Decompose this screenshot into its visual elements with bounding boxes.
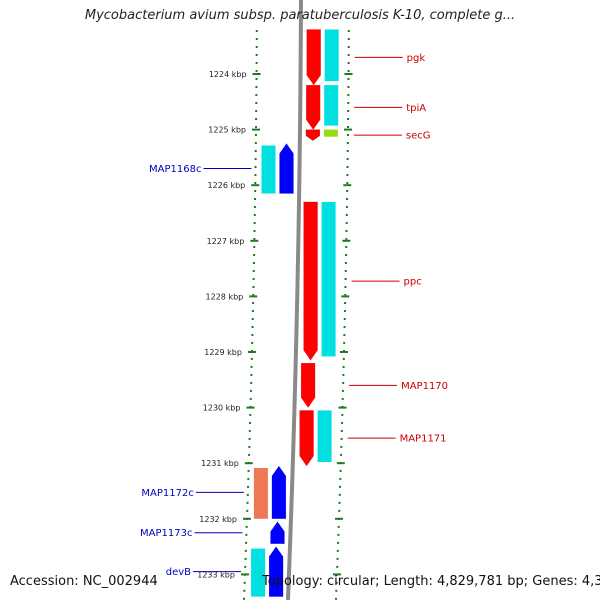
gene-map1172c[interactable]: MAP1172c — [141, 465, 287, 520]
kbp-tick: 1231 kbp — [201, 459, 345, 468]
gene-label[interactable]: pgk — [407, 53, 426, 64]
map-title: Mycobacterium avium subsp. paratuberculo… — [84, 8, 516, 23]
cds-feature — [324, 85, 339, 126]
kbp-tick-label: 1226 kbp — [208, 181, 246, 190]
gene-arrow[interactable] — [303, 201, 318, 361]
topology-label: Topology: circular; Length: 4,829,781 bp… — [262, 574, 600, 589]
kbp-tick: 1229 kbp — [204, 348, 348, 357]
kbp-tick: 1228 kbp — [206, 292, 350, 301]
gene-map1170[interactable]: MAP1170 — [300, 362, 448, 409]
gene-label[interactable]: MAP1172c — [141, 488, 193, 499]
gene-arrow[interactable] — [299, 410, 314, 467]
kbp-tick-label: 1227 kbp — [207, 237, 245, 246]
gene-ppc[interactable]: ppc — [303, 201, 422, 361]
gene-label[interactable]: MAP1171 — [400, 434, 447, 445]
gene-arrow[interactable] — [305, 84, 321, 131]
gene-label[interactable]: ppc — [404, 277, 422, 288]
kbp-tick: 1224 kbp — [209, 70, 353, 79]
kbp-tick: 1225 kbp — [208, 126, 352, 135]
kbp-tick-label: 1231 kbp — [201, 459, 239, 468]
gene-label[interactable]: MAP1173c — [140, 528, 192, 539]
gene-arrow[interactable] — [305, 129, 321, 142]
gene-map1171[interactable]: MAP1171 — [299, 410, 447, 467]
gene-label[interactable]: secG — [406, 131, 431, 142]
kbp-tick-label: 1232 kbp — [199, 515, 237, 524]
gene-arrow[interactable] — [300, 362, 316, 409]
cds-feature — [321, 201, 336, 357]
gene-secg[interactable]: secG — [305, 129, 431, 142]
cds-feature — [251, 548, 266, 597]
kbp-tick-label: 1230 kbp — [203, 404, 241, 413]
cds-feature — [323, 129, 338, 137]
gene-devb[interactable]: devB — [166, 546, 284, 597]
gene-label[interactable]: tpiA — [406, 103, 426, 114]
kbp-tick: 1226 kbp — [208, 181, 352, 190]
kbp-tick-label: 1233 kbp — [197, 570, 235, 579]
cds-feature — [253, 468, 268, 519]
gene-arrow[interactable] — [270, 521, 285, 545]
kbp-tick: 1232 kbp — [199, 515, 343, 524]
kbp-tick-label: 1225 kbp — [208, 126, 246, 135]
kbp-tick: 1227 kbp — [207, 237, 351, 246]
kbp-tick-label: 1229 kbp — [204, 348, 242, 357]
gene-arrow[interactable] — [271, 465, 287, 520]
cds-feature — [324, 29, 339, 82]
genome-backbone — [285, 0, 303, 600]
gene-label[interactable]: devB — [166, 567, 191, 578]
gene-map1168c[interactable]: MAP1168c — [149, 143, 294, 194]
cds-feature — [261, 145, 276, 194]
gene-pgk[interactable]: pgk — [306, 29, 426, 86]
gene-label[interactable]: MAP1168c — [149, 164, 201, 175]
gene-tpia[interactable]: tpiA — [305, 84, 426, 131]
kbp-tick: 1233 kbp — [197, 570, 341, 579]
kbp-tick-label: 1224 kbp — [209, 70, 247, 79]
accession-label: Accession: NC_002944 — [10, 574, 158, 589]
gene-arrow[interactable] — [268, 546, 284, 597]
gene-arrow[interactable] — [279, 143, 294, 194]
gene-label[interactable]: MAP1170 — [401, 381, 448, 392]
cds-feature — [317, 410, 332, 462]
kbp-tick: 1230 kbp — [203, 404, 347, 413]
gene-map1173c[interactable]: MAP1173c — [140, 521, 285, 545]
gene-arrow[interactable] — [306, 29, 321, 86]
kbp-tick-label: 1228 kbp — [206, 292, 244, 301]
